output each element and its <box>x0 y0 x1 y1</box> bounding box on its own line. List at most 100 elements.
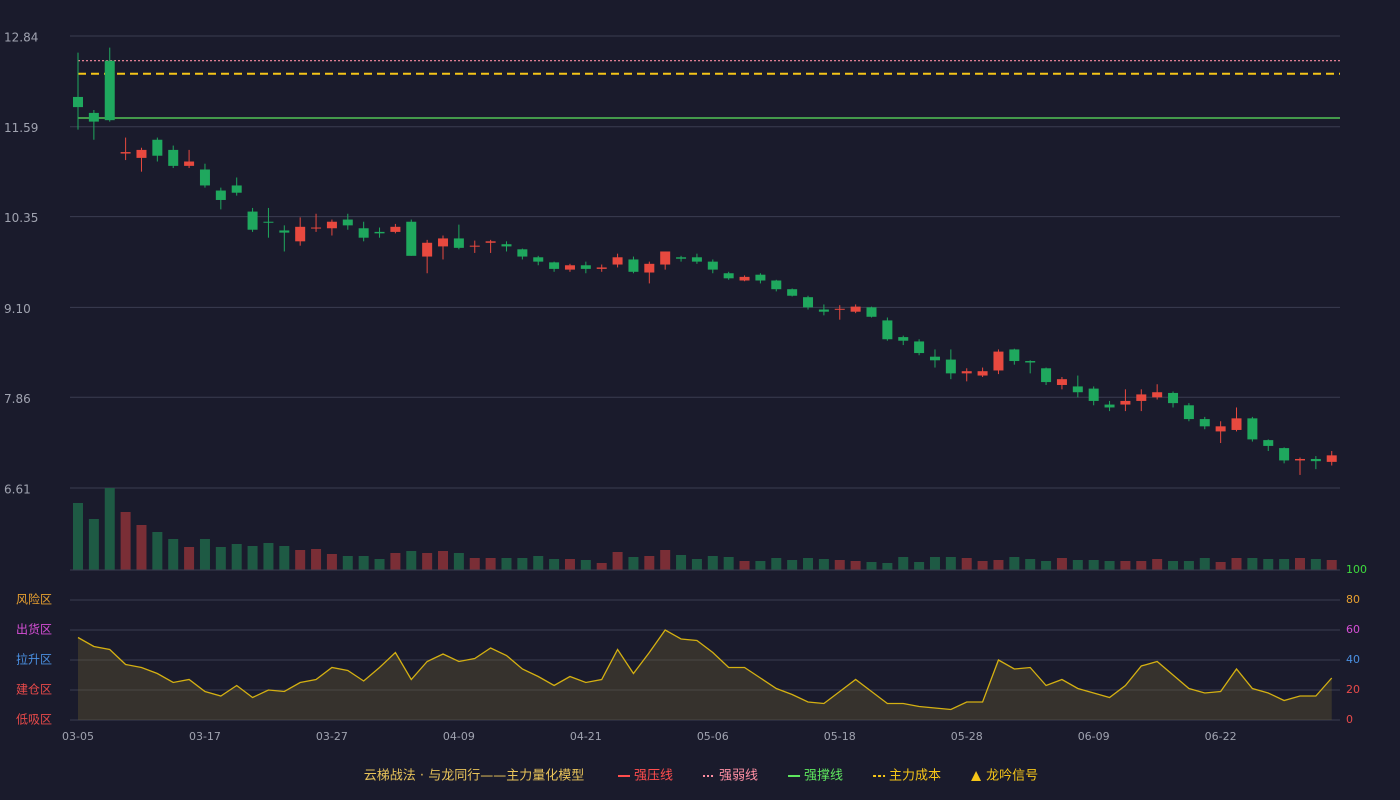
candle-body <box>326 221 337 229</box>
y2-tick-label: 60 <box>1346 623 1360 636</box>
y-tick-label: 10.35 <box>4 211 38 225</box>
volume-bar <box>1294 558 1305 570</box>
candle-body <box>628 259 639 272</box>
volume-bar <box>914 562 925 570</box>
zone-label: 低吸区 <box>16 713 52 727</box>
volume-bar <box>517 558 528 570</box>
candle-body <box>771 280 782 290</box>
candle-body <box>1199 419 1210 427</box>
x-tick-label: 06-09 <box>1078 730 1110 743</box>
volume-bar <box>311 549 322 570</box>
candle-body <box>961 371 972 374</box>
candle-body <box>691 257 702 262</box>
volume-bar <box>231 544 242 570</box>
legend-label: 主力成本 <box>889 769 941 784</box>
candle-body <box>517 249 528 257</box>
candle-body <box>247 211 258 230</box>
candle-body <box>88 112 99 122</box>
candle-body <box>342 219 353 226</box>
candle-body <box>1310 458 1321 462</box>
volume-bar <box>168 539 179 570</box>
candle-body <box>660 251 671 265</box>
volume-bar <box>295 550 306 570</box>
volume-bar <box>358 556 369 570</box>
volume-bar <box>1041 561 1052 570</box>
volume-bar <box>184 547 195 570</box>
candle-body <box>580 265 591 269</box>
volume-bar <box>406 551 417 570</box>
indicator-area <box>78 630 1332 720</box>
volume-bar <box>247 546 258 570</box>
candle-body <box>231 185 242 193</box>
candle-body <box>136 149 147 158</box>
candle-body <box>453 238 464 248</box>
volume-bar <box>1152 559 1163 570</box>
volume-bar <box>834 560 845 570</box>
volume-bar <box>850 561 861 570</box>
volume-bar <box>1199 558 1210 570</box>
zone-label: 拉升区 <box>16 652 52 667</box>
candle-body <box>1294 458 1305 461</box>
volume-bar <box>73 503 83 570</box>
volume-bar <box>104 488 115 570</box>
candle-body <box>1104 404 1115 408</box>
volume-bar <box>469 558 480 570</box>
volume-bar <box>707 556 718 570</box>
y2-tick-label: 0 <box>1346 713 1353 726</box>
candle-body <box>263 221 274 223</box>
candle-body <box>358 228 369 238</box>
x-tick-label: 03-05 <box>62 730 94 743</box>
volume-bar <box>501 558 512 570</box>
candle-body <box>104 60 115 121</box>
legend-label: 龙吟信号 <box>986 768 1038 784</box>
candle-body <box>533 257 544 262</box>
volume-bar <box>263 543 274 570</box>
candle-body <box>898 337 909 341</box>
candle-body <box>485 241 496 243</box>
volume-bar <box>1247 558 1258 570</box>
candle-body <box>644 263 655 273</box>
volume-bar <box>1136 561 1147 570</box>
candle-body <box>1231 418 1242 430</box>
volume-bar <box>1120 561 1131 570</box>
volume-bar <box>771 558 782 570</box>
volume-bar <box>564 559 575 570</box>
candle-body <box>438 238 449 247</box>
candle-body <box>914 341 925 354</box>
zone-label: 风险区 <box>16 592 52 607</box>
candle-body <box>596 267 607 269</box>
volume-bar <box>1310 559 1321 570</box>
volume-bar <box>1263 559 1274 570</box>
volume-bar <box>1072 560 1083 570</box>
volume-bar <box>803 558 814 570</box>
legend-label: 强弱线 <box>719 769 758 784</box>
volume-bar <box>1056 558 1067 570</box>
candle-body <box>993 351 1004 371</box>
x-tick-label: 05-18 <box>824 730 856 743</box>
volume-bar <box>612 552 623 570</box>
candle-body <box>929 356 940 361</box>
volume-bar <box>818 559 829 570</box>
candle-body <box>1009 349 1020 362</box>
volume-bar <box>977 561 988 570</box>
candle-body <box>1215 426 1226 432</box>
volume-bar <box>342 556 353 570</box>
volume-bar <box>152 532 163 570</box>
volume-bar <box>1025 559 1036 570</box>
y-tick-label: 9.10 <box>4 302 31 316</box>
volume-bar <box>279 546 290 570</box>
volume-bar <box>1168 561 1179 570</box>
volume-bar <box>898 557 909 570</box>
x-tick-label: 03-17 <box>189 730 221 743</box>
candle-body <box>945 359 956 374</box>
volume-bar <box>1104 561 1115 570</box>
volume-bar <box>580 560 591 570</box>
candle-body <box>168 149 179 166</box>
candle-body <box>73 96 83 108</box>
volume-bar <box>549 559 560 570</box>
candle-body <box>1088 388 1099 401</box>
candle-body <box>850 306 861 312</box>
volume-bar <box>945 557 956 570</box>
candle-body <box>1263 440 1274 446</box>
